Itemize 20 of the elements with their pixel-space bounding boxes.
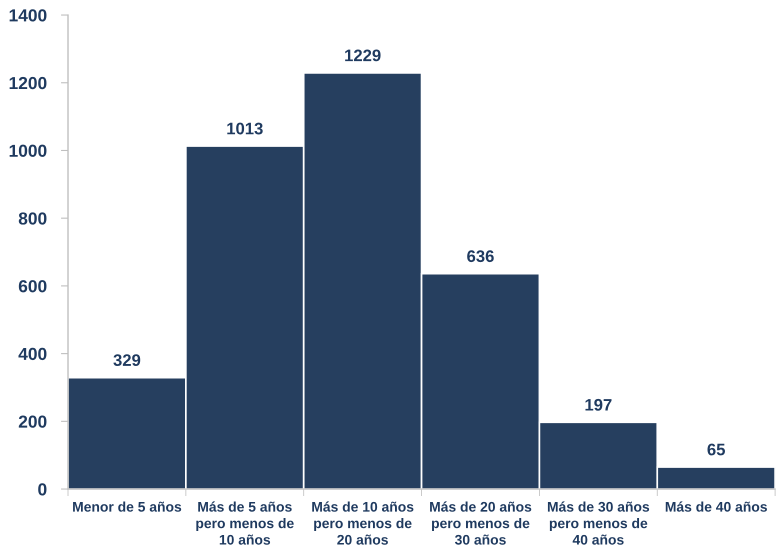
data-label: 197 bbox=[585, 398, 612, 411]
data-label: 1229 bbox=[345, 50, 381, 62]
data-label: 636 bbox=[467, 250, 494, 262]
y-tick-label: 1200 bbox=[10, 76, 46, 90]
y-tick-label: 1000 bbox=[10, 144, 46, 157]
x-tick-label: Más de 5 años pero menos de 10 años bbox=[196, 501, 294, 545]
data-label: 1013 bbox=[227, 122, 263, 134]
y-tick-label: 600 bbox=[18, 280, 46, 292]
y-tick-label: 0 bbox=[38, 483, 46, 496]
x-tick-label: Más de 30 años pero menos de 40 años bbox=[548, 501, 650, 545]
y-tick-label: 1400 bbox=[10, 9, 46, 22]
x-tick-label: Más de 20 años pero menos de 30 años bbox=[430, 501, 532, 545]
data-label: 65 bbox=[708, 444, 725, 456]
x-tick-label: Menor de 5 años bbox=[73, 502, 182, 512]
y-tick-label: 400 bbox=[18, 348, 46, 360]
x-tick-label: Más de 10 años pero menos de 20 años bbox=[312, 501, 414, 545]
y-tick-label: 200 bbox=[18, 416, 46, 428]
y-tick-label: 800 bbox=[18, 212, 46, 225]
data-label: 329 bbox=[113, 354, 140, 366]
x-tick-label: Más de 40 años bbox=[666, 501, 767, 512]
